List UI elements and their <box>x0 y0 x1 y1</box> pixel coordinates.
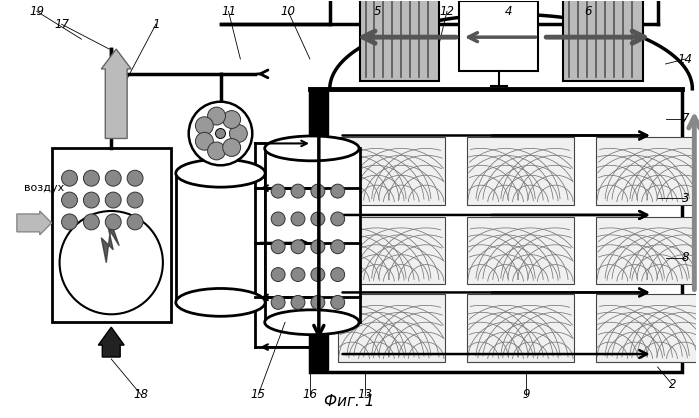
Circle shape <box>223 111 240 128</box>
Ellipse shape <box>265 310 359 335</box>
Circle shape <box>331 240 345 254</box>
Circle shape <box>59 211 163 314</box>
Circle shape <box>127 192 143 208</box>
Circle shape <box>291 240 305 254</box>
Text: 16: 16 <box>303 388 317 401</box>
Text: 7: 7 <box>682 112 689 125</box>
Bar <box>596 294 699 362</box>
Circle shape <box>291 184 305 198</box>
Circle shape <box>311 296 325 309</box>
Text: воздух: воздух <box>24 183 64 193</box>
Text: 1: 1 <box>152 18 159 31</box>
Bar <box>596 138 699 205</box>
Circle shape <box>83 214 99 230</box>
Bar <box>563 0 642 81</box>
Text: 9: 9 <box>523 388 531 401</box>
Text: 8: 8 <box>682 251 689 264</box>
Text: Фиг. 1: Фиг. 1 <box>324 394 375 409</box>
Ellipse shape <box>176 159 265 187</box>
Circle shape <box>62 214 78 230</box>
Polygon shape <box>101 223 120 263</box>
Bar <box>265 148 359 322</box>
Text: 2: 2 <box>669 378 676 391</box>
Bar <box>310 89 682 372</box>
Circle shape <box>291 296 305 309</box>
Circle shape <box>106 192 121 208</box>
Bar <box>467 217 574 285</box>
Bar <box>596 217 699 285</box>
Circle shape <box>215 129 226 138</box>
Text: 3: 3 <box>682 191 689 204</box>
Text: 18: 18 <box>134 388 148 401</box>
Circle shape <box>127 170 143 186</box>
Bar <box>310 91 328 370</box>
Circle shape <box>271 212 285 226</box>
Bar <box>176 173 265 302</box>
Circle shape <box>271 240 285 254</box>
FancyArrow shape <box>17 211 52 235</box>
Circle shape <box>106 214 121 230</box>
Circle shape <box>331 212 345 226</box>
Circle shape <box>311 268 325 281</box>
Circle shape <box>311 184 325 198</box>
Circle shape <box>196 133 213 150</box>
Text: 15: 15 <box>251 388 266 401</box>
Text: 4: 4 <box>505 5 512 18</box>
Circle shape <box>331 296 345 309</box>
Bar <box>467 138 574 205</box>
Circle shape <box>208 107 226 125</box>
Polygon shape <box>330 14 692 89</box>
Text: 11: 11 <box>221 5 236 18</box>
Circle shape <box>223 138 240 156</box>
Circle shape <box>331 184 345 198</box>
Circle shape <box>208 142 226 160</box>
Ellipse shape <box>265 136 359 161</box>
Circle shape <box>106 170 121 186</box>
Circle shape <box>271 296 285 309</box>
Text: 19: 19 <box>29 5 44 18</box>
Circle shape <box>62 170 78 186</box>
Text: 13: 13 <box>357 388 372 401</box>
Circle shape <box>311 240 325 254</box>
Circle shape <box>127 214 143 230</box>
FancyArrow shape <box>99 327 124 357</box>
Circle shape <box>271 268 285 281</box>
Circle shape <box>271 184 285 198</box>
Text: 5: 5 <box>374 5 381 18</box>
Circle shape <box>83 170 99 186</box>
Bar <box>338 138 445 205</box>
Ellipse shape <box>176 288 265 316</box>
Bar <box>359 0 439 81</box>
Text: 12: 12 <box>440 5 454 18</box>
Circle shape <box>291 212 305 226</box>
Circle shape <box>291 268 305 281</box>
Bar <box>467 294 574 362</box>
Bar <box>338 217 445 285</box>
Bar <box>338 294 445 362</box>
Bar <box>459 1 538 71</box>
Text: 14: 14 <box>678 53 693 66</box>
Circle shape <box>196 117 213 135</box>
Circle shape <box>229 125 247 143</box>
Text: 6: 6 <box>584 5 592 18</box>
Circle shape <box>189 102 252 165</box>
Circle shape <box>62 192 78 208</box>
Circle shape <box>311 212 325 226</box>
Text: 10: 10 <box>280 5 296 18</box>
Text: 17: 17 <box>54 18 69 31</box>
FancyArrow shape <box>101 49 131 138</box>
Bar <box>52 148 171 322</box>
Circle shape <box>331 268 345 281</box>
Circle shape <box>83 192 99 208</box>
